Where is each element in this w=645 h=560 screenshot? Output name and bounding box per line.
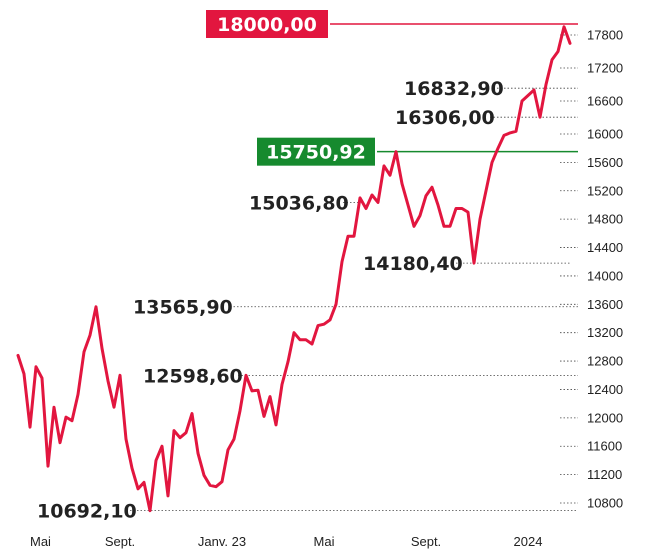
- x-tick-label: Mai: [314, 534, 335, 549]
- y-tick-label: 16000: [587, 127, 623, 142]
- annotation-label: 12598,60: [143, 365, 243, 387]
- annotations: 18000,00 16832,90 16306,00 15750,92 15036,80…: [37, 10, 578, 523]
- x-tick-label: Sept.: [105, 534, 135, 549]
- y-tick-label: 12800: [587, 354, 623, 369]
- x-tick-label: Mai: [30, 534, 51, 549]
- annotation-label: 16306,00: [395, 107, 495, 129]
- annotation-label: 15036,80: [249, 192, 349, 214]
- annotation-label: 10692,10: [37, 501, 137, 523]
- series-line: [16, 25, 572, 513]
- y-tick-label: 12400: [587, 382, 623, 397]
- y-axis-ticks: 10800 11200 11600 12000 12400 12800 13200 13600…: [587, 28, 623, 511]
- annotation-label: 13565,90: [133, 297, 233, 319]
- gridlines: [560, 34, 578, 504]
- y-tick-label: 17800: [587, 28, 623, 43]
- y-tick-label: 13600: [587, 297, 623, 312]
- y-tick-label: 15200: [587, 183, 623, 198]
- y-tick-label: 14000: [587, 268, 623, 283]
- y-tick-label: 11200: [587, 467, 622, 482]
- x-axis-ticks: Mai Sept. Janv. 23 Mai Sept. 2024: [30, 534, 542, 549]
- y-tick-label: 15600: [587, 155, 623, 170]
- y-tick-label: 12000: [587, 410, 623, 425]
- y-tick-label: 14400: [587, 240, 623, 255]
- y-tick-label: 16600: [587, 94, 623, 109]
- annotation-label: 16832,90: [404, 78, 504, 100]
- annotation-box: [206, 10, 328, 38]
- annotation-label: 15750,92: [266, 142, 366, 164]
- annotation-box: [257, 137, 375, 166]
- annotation-label: 14180,40: [363, 253, 463, 275]
- x-tick-label: 2024: [514, 534, 543, 549]
- x-tick-label: Janv. 23: [198, 534, 246, 549]
- x-tick-label: Sept.: [411, 534, 441, 549]
- y-tick-label: 17200: [587, 61, 623, 76]
- y-tick-label: 13200: [587, 325, 623, 340]
- y-tick-label: 11600: [587, 439, 622, 454]
- y-tick-label: 10800: [587, 496, 623, 511]
- y-tick-label: 14800: [587, 212, 623, 227]
- annotation-label: 18000,00: [217, 14, 317, 36]
